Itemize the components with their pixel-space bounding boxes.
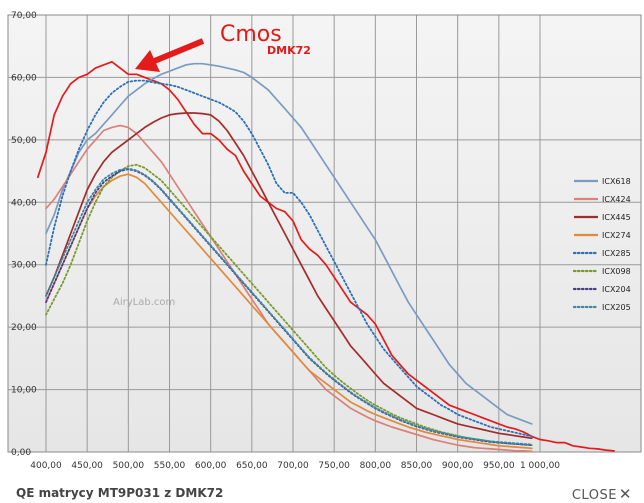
legend-label-icx618: ICX618 xyxy=(602,177,631,186)
close-label: CLOSE xyxy=(571,488,617,503)
footer: QE matrycy MT9P031 z DMK72 CLOSE ✕ xyxy=(0,482,644,503)
plot-background xyxy=(8,15,641,452)
y-tick-label: 60,00 xyxy=(11,73,37,83)
x-tick-label: 700,00 xyxy=(277,461,309,471)
series-group xyxy=(36,60,615,453)
arrow-shaft xyxy=(150,38,205,65)
legend-label-icx204: ICX204 xyxy=(602,285,631,294)
series-line-icx274 xyxy=(45,173,533,450)
y-tick-label: 40,00 xyxy=(11,198,37,208)
qe-chart: 0,0010,0020,0030,0040,0050,0060,0070,00 … xyxy=(7,11,642,471)
series-line-icx618 xyxy=(45,62,533,425)
x-tick-label: 900,00 xyxy=(442,461,474,471)
legend-label-icx424: ICX424 xyxy=(602,195,631,204)
annotation-cmos: Cmos xyxy=(220,22,282,47)
y-tick-label: 30,00 xyxy=(11,261,37,271)
close-icon: ✕ xyxy=(618,485,632,503)
x-tick-label: 650,00 xyxy=(236,461,268,471)
x-tick-label: 550,00 xyxy=(154,461,186,471)
arrow-annotation xyxy=(135,38,205,72)
y-tick-label: 20,00 xyxy=(11,323,37,333)
legend-label-icx098: ICX098 xyxy=(602,267,631,276)
y-tick-label: 70,00 xyxy=(11,11,37,21)
grid xyxy=(7,14,642,453)
x-tick-label: 850,00 xyxy=(401,461,433,471)
y-tick-label: 50,00 xyxy=(11,136,37,146)
x-tick-label: 800,00 xyxy=(360,461,392,471)
series-line-icx445 xyxy=(45,112,533,440)
x-tick-label: 950,00 xyxy=(483,461,515,471)
series-line-icx205 xyxy=(45,167,533,446)
plot-frame xyxy=(7,14,642,453)
watermark: AiryLab.com xyxy=(113,297,175,308)
series-line-cmos xyxy=(36,60,615,452)
x-tick-label: 450,00 xyxy=(71,461,103,471)
y-tick-label: 0,00 xyxy=(11,448,31,458)
x-tick-label: 600,00 xyxy=(195,461,227,471)
legend-label-icx445: ICX445 xyxy=(602,213,631,222)
legend-label-icx285: ICX285 xyxy=(602,249,631,258)
y-tick-label: 10,00 xyxy=(11,386,37,396)
legend-label-icx274: ICX274 xyxy=(602,231,631,240)
arrow-head xyxy=(135,50,160,72)
x-tick-label: 1 000,00 xyxy=(520,461,560,471)
legend-label-icx205: ICX205 xyxy=(602,303,631,312)
x-tick-labels: 400,00 450,00 500,00 550,00 600,00 650,00 700,… xyxy=(30,461,560,471)
y-tick-labels: 0,00 10,00 20,00 30,00 40,00 50,00 60,00 70,00 xyxy=(11,11,37,458)
image-caption: QE matrycy MT9P031 z DMK72 xyxy=(16,486,224,500)
series-line-icx285 xyxy=(45,79,533,438)
close-button[interactable]: CLOSE ✕ xyxy=(572,485,632,503)
annotation-dmk72: DMK72 xyxy=(267,44,311,57)
x-tick-label: 750,00 xyxy=(318,461,350,471)
legend: ICX618 ICX424 ICX445 ICX274 ICX285 ICX098 ICX2… xyxy=(572,177,631,312)
x-tick-label: 500,00 xyxy=(113,461,145,471)
x-tick-label: 400,00 xyxy=(30,461,62,471)
